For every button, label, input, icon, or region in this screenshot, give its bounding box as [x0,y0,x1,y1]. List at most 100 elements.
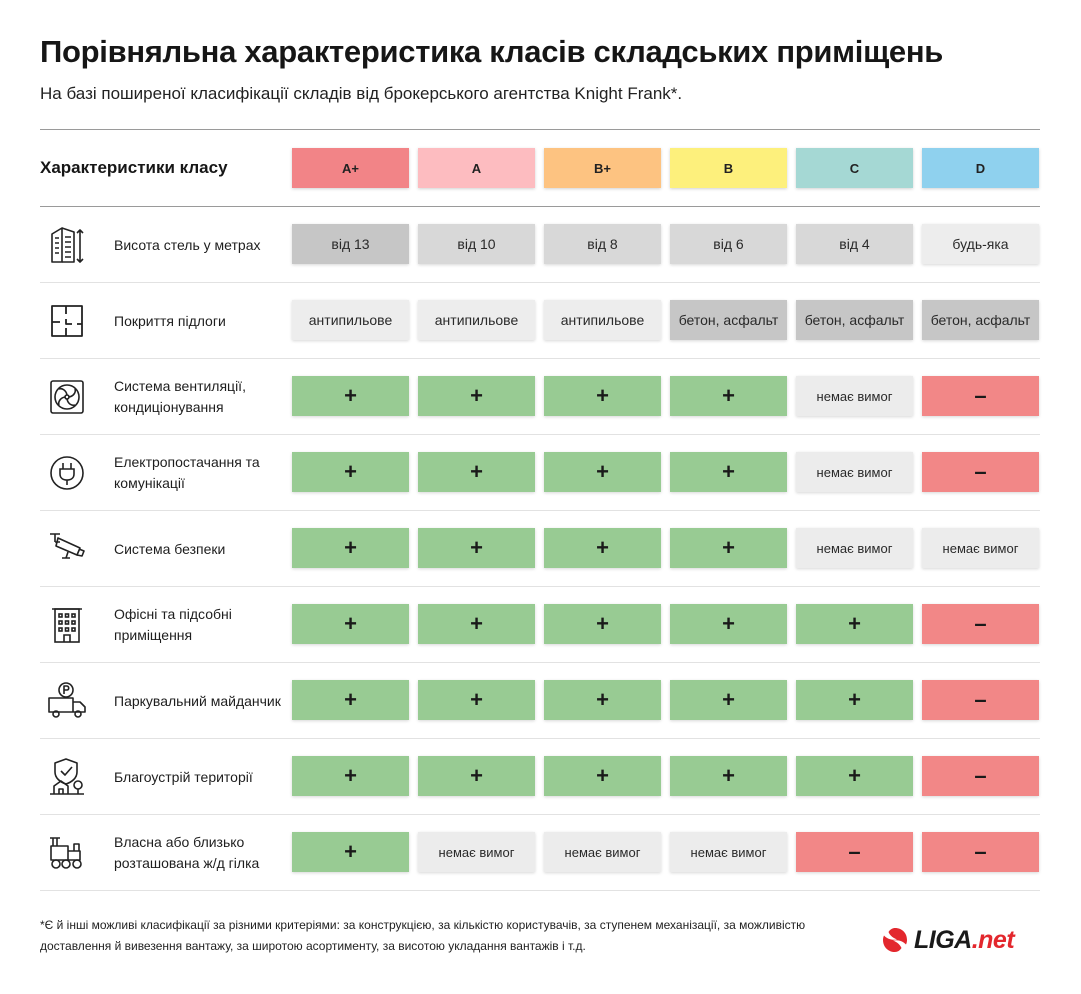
cell-no: – [922,680,1039,720]
cell-no: – [922,452,1039,492]
table-row: Власна або близько розташована ж/д гілка… [40,815,1040,891]
cell-yes: + [670,452,787,492]
cell-no: – [922,756,1039,796]
cell-yes: + [418,376,535,416]
liga-logo-icon [883,928,907,952]
cell-yes: + [544,376,661,416]
table-row: Офісні та підсобні приміщення + + + + + – [40,587,1040,663]
cell-nr: немає вимог [796,452,913,492]
cell-yes: + [670,680,787,720]
row-divider [40,662,1040,663]
header-divider [40,206,1040,207]
row-label: Власна або близько розташована ж/д гілка [114,834,260,871]
top-divider [40,129,1040,130]
cell-yes: + [292,680,409,720]
row-divider [40,282,1040,283]
table-row: Паркувальний майданчик + + + + + – [40,663,1040,739]
cell-yes: + [544,756,661,796]
cell-nr: немає вимог [418,832,535,872]
floor-plan-icon [46,300,88,342]
row-label: Система безпеки [114,540,226,557]
row-divider [40,814,1040,815]
cell-yes: + [418,528,535,568]
cell-light: антипильове [292,300,409,340]
row-divider [40,738,1040,739]
cell-nr: немає вимог [796,528,913,568]
row-label: Система вентиляції, кондиціонування [114,378,246,415]
cell-yes: + [418,604,535,644]
train-icon [46,832,88,874]
row-divider [40,434,1040,435]
row-label: Електропостачання та комунікації [114,454,260,491]
cell-mid: від 6 [670,224,787,264]
class-header-c: C [796,148,913,188]
cell-yes: + [670,376,787,416]
class-header-b-plus: B+ [544,148,661,188]
cell-yes: + [544,528,661,568]
security-camera-icon [46,528,88,570]
cell-yes: + [292,452,409,492]
parking-truck-icon [46,680,88,722]
class-header-b: B [670,148,787,188]
row-label: Благоустрій території [114,768,253,785]
row-divider [40,890,1040,891]
cell-light: антипильове [418,300,535,340]
cell-dark: бетон, асфальт [922,300,1039,340]
cell-dark: від 13 [292,224,409,264]
cell-nr: немає вимог [670,832,787,872]
cell-yes: + [292,604,409,644]
table-row: Висота стель у метрах від 13 від 10 від 8 ві… [40,207,1040,283]
page-subtitle: На базі поширеної класифікації складів в… [40,84,683,103]
cell-yes: + [544,452,661,492]
cell-yes: + [544,680,661,720]
cell-yes: + [292,756,409,796]
cell-yes: + [292,376,409,416]
logo-net-text: .net [971,925,1015,954]
cell-nr: немає вимог [544,832,661,872]
row-divider [40,586,1040,587]
cell-yes: + [670,528,787,568]
cell-light: антипильове [544,300,661,340]
cell-yes: + [544,604,661,644]
cell-no: – [922,832,1039,872]
cell-yes: + [418,452,535,492]
liga-logo: LIGA .net [880,922,1015,958]
table-row: Благоустрій території + + + + + – [40,739,1040,815]
cell-mid: від 4 [796,224,913,264]
cell-nr: немає вимог [922,528,1039,568]
row-label: Паркувальний майданчик [114,692,281,709]
cell-light: будь-яка [922,224,1039,264]
class-header-a: A [418,148,535,188]
class-header-a-plus: A+ [292,148,409,188]
row-divider [40,358,1040,359]
cell-yes: + [292,832,409,872]
cell-no: – [922,604,1039,644]
cell-no: – [796,832,913,872]
logo-liga-text: LIGA [914,925,972,954]
cell-yes: + [418,680,535,720]
table-row: Система вентиляції, кондиціонування + + + + н… [40,359,1040,435]
cell-nr: немає вимог [796,376,913,416]
cell-yes: + [796,680,913,720]
row-label: Висота стель у метрах [114,236,261,253]
cell-yes: + [796,604,913,644]
landscaping-icon [46,756,88,798]
cell-yes: + [796,756,913,796]
cell-yes: + [418,756,535,796]
cell-mid: від 8 [544,224,661,264]
characteristics-header: Характеристики класу [40,158,228,177]
cell-yes: + [292,528,409,568]
footnote: *Є й інші можливі класифікації за різним… [40,918,806,953]
power-plug-icon [46,452,88,494]
cell-dark: бетон, асфальт [796,300,913,340]
table-row: Покриття підлоги антипильове антипильове ан… [40,283,1040,359]
class-header-d: D [922,148,1039,188]
table-row: Система безпеки + + + + немає вимог немає вимо… [40,511,1040,587]
page-title: Порівняльна характеристика класів складс… [40,34,944,69]
cell-no: – [922,376,1039,416]
row-label: Покриття підлоги [114,312,226,329]
table-row: Електропостачання та комунікації + + + + нема… [40,435,1040,511]
office-building-icon [46,604,88,646]
cell-mid: від 10 [418,224,535,264]
ventilation-fan-icon [46,376,88,418]
